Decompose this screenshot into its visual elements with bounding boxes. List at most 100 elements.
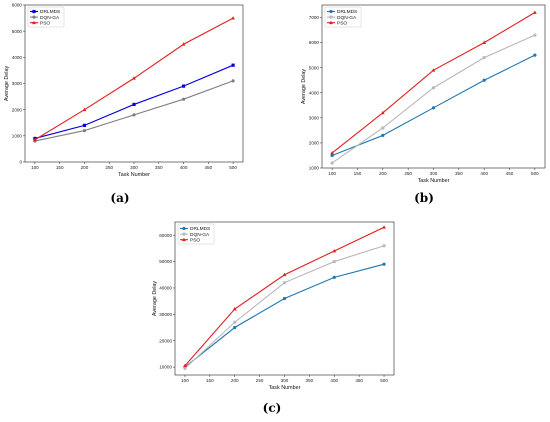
x-tick-label: 200 bbox=[379, 171, 387, 176]
x-tick-label: 250 bbox=[105, 165, 113, 170]
y-tick-label: 2000 bbox=[12, 107, 23, 112]
x-tick-label: 200 bbox=[231, 378, 239, 383]
data-point-drlmds bbox=[282, 296, 287, 301]
chart-panel-2: 100 150 200 250 300 350 400 450 500 1000 2000 3000 4… bbox=[301, 4, 546, 205]
data-point-pso bbox=[482, 40, 487, 45]
y-tick-label: 20000 bbox=[159, 338, 172, 343]
y-tick-label: 2000 bbox=[309, 141, 320, 146]
legend-marker-pso bbox=[329, 20, 333, 25]
data-point-dqn-ga bbox=[533, 33, 537, 37]
x-tick-label: 150 bbox=[206, 378, 214, 383]
x-tick-label: 500 bbox=[531, 171, 539, 176]
x-tick-label: 250 bbox=[404, 171, 412, 176]
data-point-dqn-ga bbox=[181, 97, 186, 101]
legend-marker-dqn-ga bbox=[32, 15, 36, 19]
y-tick-label: 6000 bbox=[12, 3, 23, 8]
x-tick-label: 100 bbox=[181, 378, 189, 383]
y-tick-label: 10000 bbox=[159, 365, 172, 370]
x-tick-label: 350 bbox=[155, 165, 163, 170]
x-tick-label: 500 bbox=[229, 165, 237, 170]
x-tick-label: 150 bbox=[354, 171, 362, 176]
data-point-drlmds bbox=[431, 106, 436, 110]
data-point-pso bbox=[532, 10, 537, 14]
legend-entry: PSO bbox=[40, 20, 50, 26]
series-line-pso bbox=[331, 12, 536, 154]
data-point-dqn-ga bbox=[282, 281, 287, 285]
x-tick-label: 100 bbox=[328, 171, 336, 176]
x-tick-label: 400 bbox=[180, 165, 188, 170]
data-point-dqn-ga bbox=[382, 244, 386, 248]
data-point-drlmds bbox=[332, 275, 336, 279]
series-line-drlmds bbox=[184, 263, 385, 368]
x-tick-label: 300 bbox=[430, 171, 438, 176]
y-tick-label: 30000 bbox=[159, 312, 172, 317]
x-tick-label: 350 bbox=[455, 171, 463, 176]
series-line-dqn-ga bbox=[184, 245, 385, 369]
data-point-pso bbox=[132, 76, 136, 80]
legend-entry: DQN-GA bbox=[337, 15, 357, 21]
legend-marker-dqn-ga bbox=[329, 15, 333, 19]
data-point-pso bbox=[181, 42, 186, 46]
x-tick-label: 450 bbox=[204, 165, 212, 170]
legend-entry: DRLMDS bbox=[190, 226, 210, 232]
plot-frame bbox=[24, 4, 244, 163]
series-line-dqn-ga bbox=[34, 80, 234, 142]
y-tick-label: 3000 bbox=[12, 81, 23, 86]
y-tick-label: 60000 bbox=[159, 233, 172, 238]
y-axis-label: Average Delay bbox=[4, 66, 10, 102]
data-point-dqn-ga bbox=[183, 366, 187, 371]
data-point-pso bbox=[33, 137, 37, 142]
data-point-drlmds bbox=[231, 63, 235, 67]
x-tick-label: 100 bbox=[31, 165, 39, 170]
data-point-drlmds bbox=[482, 78, 486, 82]
data-point-pso bbox=[330, 150, 335, 155]
legend-marker-pso bbox=[32, 20, 36, 25]
data-point-dqn-ga bbox=[82, 129, 87, 133]
x-tick-label: 150 bbox=[56, 165, 64, 170]
legend-entry: DQN-GA bbox=[190, 232, 210, 238]
panel-caption: (a) bbox=[110, 191, 129, 205]
data-point-drlmds bbox=[82, 123, 87, 127]
panel-caption: (c) bbox=[263, 401, 282, 415]
data-point-dqn-ga bbox=[132, 113, 136, 117]
data-point-dqn-ga bbox=[231, 79, 235, 83]
y-tick-label: 6000 bbox=[309, 40, 320, 45]
x-axis-label: Task Number bbox=[118, 172, 150, 178]
legend-marker-drlmds bbox=[329, 9, 333, 14]
chart-panel-1: 100 150 200 250 300 350 400 450 5000100020003000… bbox=[4, 3, 244, 205]
legend-entry: PSO bbox=[337, 20, 347, 26]
y-tick-label: 4000 bbox=[12, 55, 23, 60]
data-point-pso bbox=[332, 249, 337, 253]
data-point-pso bbox=[380, 110, 385, 115]
y-tick-label: 3000 bbox=[309, 115, 320, 120]
data-point-dqn-ga bbox=[482, 56, 486, 60]
x-tick-label: 250 bbox=[256, 378, 264, 383]
data-point-drlmds bbox=[533, 53, 537, 57]
y-tick-label: 7000 bbox=[309, 15, 320, 20]
y-tick-label: 5000 bbox=[12, 29, 23, 34]
y-tick-label: 1000 bbox=[12, 133, 23, 138]
x-tick-label: 300 bbox=[130, 165, 138, 170]
data-point-dqn-ga bbox=[431, 86, 436, 90]
x-tick-label: 400 bbox=[330, 378, 338, 383]
data-point-drlmds bbox=[382, 262, 386, 266]
legend-entry: DRLMDS bbox=[40, 9, 60, 15]
x-tick-label: 400 bbox=[480, 171, 488, 176]
data-point-pso bbox=[282, 272, 287, 277]
data-point-pso bbox=[231, 16, 235, 20]
x-tick-label: 500 bbox=[380, 378, 388, 383]
data-point-dqn-ga bbox=[330, 161, 334, 165]
y-tick-label: 1000 bbox=[309, 166, 320, 171]
legend-entry: DRLMDS bbox=[337, 9, 357, 15]
legend-entry: PSO bbox=[190, 237, 200, 243]
y-tick-label: 50000 bbox=[159, 259, 172, 264]
legend-marker-drlmds bbox=[32, 9, 36, 14]
chart-panel-3: 100 150 200 250 300 350 400 450 500 10000 20000 300… bbox=[152, 221, 395, 415]
data-point-drlmds bbox=[233, 325, 237, 330]
x-tick-label: 300 bbox=[281, 378, 289, 383]
y-axis-label: Average Delay bbox=[152, 281, 158, 317]
legend-marker-dqn-ga bbox=[182, 232, 186, 236]
data-point-pso bbox=[232, 307, 237, 311]
x-tick-label: 350 bbox=[306, 378, 314, 383]
